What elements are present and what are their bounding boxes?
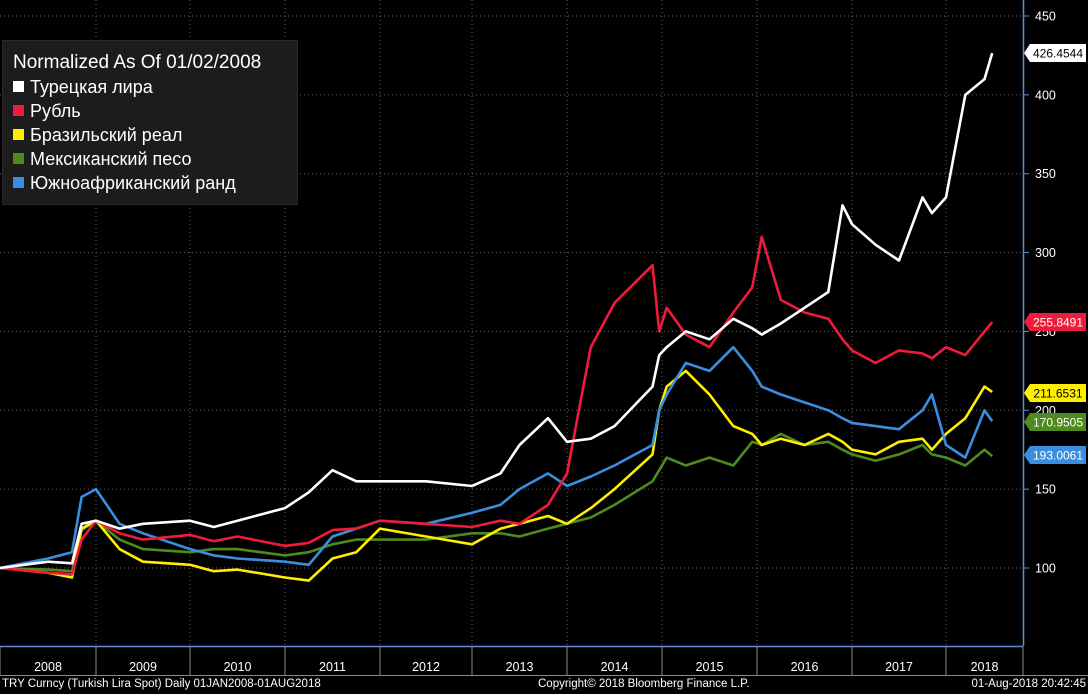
last-value-tag (1024, 413, 1086, 431)
last-value-tag (1024, 313, 1086, 331)
series-line-3 (0, 432, 994, 573)
legend-item-mxn: Мексиканский песо (13, 149, 192, 171)
x-tick-label: 2013 (506, 660, 534, 674)
y-tick-label: 150 (1035, 483, 1056, 497)
x-tick-label: 2017 (885, 660, 913, 674)
last-value-tag (1024, 446, 1086, 464)
last-value-labels: 426.4544 255.8491 211.6531 170.9505 193.0061 (1024, 44, 1086, 464)
x-tick-label: 2008 (34, 660, 62, 674)
legend-swatch (13, 176, 24, 188)
x-tick-label: 2015 (696, 660, 724, 674)
legend-item-rub: Рубль (13, 101, 81, 123)
legend-title: Normalized As Of 01/02/2008 (13, 52, 262, 73)
series-line-1 (0, 235, 994, 576)
legend-swatch (13, 80, 24, 92)
legend-swatch (13, 152, 24, 164)
footer-ticker: TRY Curncy (Turkish Lira Spot) Daily 01J… (2, 678, 321, 690)
legend: Normalized As Of 01/02/2008 Турецкая лир… (2, 40, 298, 205)
series-line-2 (0, 369, 993, 582)
legend-item-try: Турецкая лира (13, 77, 153, 99)
y-tick-label: 350 (1035, 167, 1056, 181)
last-value-label: 426.4544 (1033, 47, 1083, 61)
x-tick-label: 2016 (791, 660, 819, 674)
x-tick-label: 2014 (601, 660, 629, 674)
x-tick-label: 2018 (971, 660, 999, 674)
grid-lines (0, 0, 1023, 646)
legend-swatch (13, 128, 24, 140)
last-value-tag (1024, 44, 1086, 62)
x-tick-label: 2009 (129, 660, 157, 674)
series-line-0 (0, 52, 994, 570)
y-tick-label: 450 (1035, 10, 1056, 24)
last-value-label: 211.6531 (1033, 387, 1082, 401)
legend-item-brl: Бразильский реал (13, 125, 182, 147)
x-tick-label: 2012 (412, 660, 440, 674)
legend-item-zar: Южноафриканский ранд (13, 173, 236, 195)
x-axis: 2008 2009 2010 2011 2012 2013 2014 2015 2016 2017… (0, 645, 1088, 676)
footer-timestamp: 01-Aug-2018 20:42:45 (971, 678, 1086, 690)
y-tick-label: 300 (1035, 246, 1056, 260)
last-value-label: 170.9505 (1033, 416, 1083, 430)
last-value-label: 255.8491 (1033, 316, 1083, 330)
x-tick-label: 2010 (224, 660, 252, 674)
footer-copyright: Copyright© 2018 Bloomberg Finance L.P. (538, 678, 750, 690)
y-tick-label: 400 (1035, 88, 1056, 102)
last-value-tag (1024, 384, 1086, 402)
last-value-label: 193.0061 (1033, 449, 1083, 463)
x-tick-label: 2011 (319, 660, 346, 674)
series-lines (0, 52, 994, 582)
y-tick-label: 100 (1035, 562, 1056, 576)
series-line-4 (0, 345, 994, 570)
legend-swatch (13, 104, 24, 116)
